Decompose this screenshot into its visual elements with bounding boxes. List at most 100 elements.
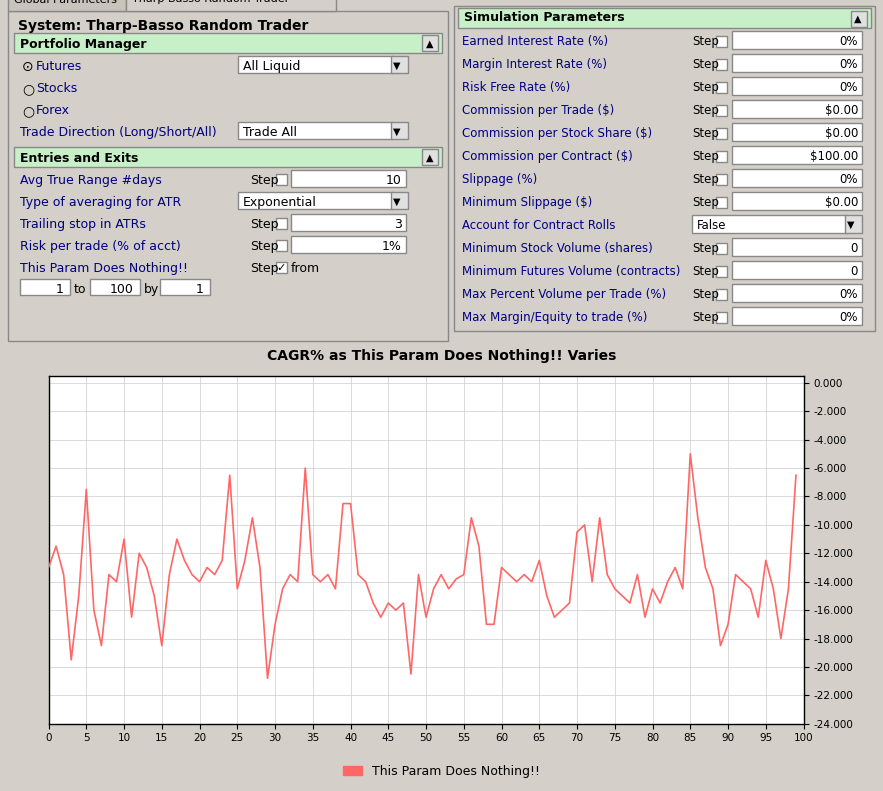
Bar — [716, 36, 727, 47]
Bar — [291, 214, 406, 231]
Text: ⊙: ⊙ — [22, 60, 34, 74]
Text: Avg True Range #days: Avg True Range #days — [20, 174, 162, 187]
Text: 0%: 0% — [840, 288, 858, 301]
Text: 0%: 0% — [840, 58, 858, 71]
Text: Step: Step — [692, 58, 719, 71]
Text: ○: ○ — [22, 104, 34, 118]
Bar — [458, 8, 871, 28]
Text: Step: Step — [250, 218, 278, 231]
Text: ○: ○ — [22, 82, 34, 96]
Text: Step: Step — [692, 311, 719, 324]
Bar — [732, 261, 862, 279]
Text: Step: Step — [692, 288, 719, 301]
Text: Tharp-Basso Random Trader: Tharp-Basso Random Trader — [132, 0, 290, 4]
Bar — [276, 218, 287, 229]
Bar — [391, 192, 408, 209]
Bar — [8, 0, 126, 11]
Text: This Param Does Nothing!!: This Param Does Nothing!! — [20, 262, 188, 275]
Bar — [14, 33, 442, 53]
Text: Account for Contract Rolls: Account for Contract Rolls — [462, 219, 615, 232]
Bar — [238, 56, 393, 73]
Text: Step: Step — [692, 265, 719, 278]
Bar — [716, 312, 727, 323]
Bar — [716, 82, 727, 93]
Text: 0%: 0% — [840, 81, 858, 94]
Text: CAGR% as This Param Does Nothing!! Varies: CAGR% as This Param Does Nothing!! Varie… — [267, 349, 616, 363]
Bar — [851, 11, 867, 27]
Bar — [391, 122, 408, 139]
Text: Futures: Futures — [36, 60, 82, 73]
Text: 1: 1 — [196, 283, 204, 296]
Bar — [845, 215, 862, 233]
Text: from: from — [291, 262, 321, 275]
Text: 0: 0 — [850, 242, 858, 255]
Bar — [716, 59, 727, 70]
Bar — [716, 243, 727, 254]
Text: Trade Direction (Long/Short/All): Trade Direction (Long/Short/All) — [20, 126, 216, 139]
Text: 3: 3 — [394, 218, 402, 231]
Bar — [716, 289, 727, 300]
Text: Max Margin/Equity to trade (%): Max Margin/Equity to trade (%) — [462, 311, 647, 324]
Text: 10: 10 — [386, 174, 402, 187]
Text: ▼: ▼ — [393, 197, 401, 207]
Text: Step: Step — [692, 173, 719, 186]
Bar — [291, 236, 406, 253]
Bar — [8, 11, 448, 341]
Bar — [732, 123, 862, 141]
Text: Step: Step — [692, 196, 719, 209]
Bar — [238, 122, 393, 139]
Bar — [291, 170, 406, 187]
Bar — [732, 307, 862, 325]
Text: Entries and Exits: Entries and Exits — [20, 152, 139, 165]
Bar — [276, 174, 287, 185]
Bar — [238, 192, 393, 209]
Text: $0.00: $0.00 — [825, 127, 858, 140]
Text: Forex: Forex — [36, 104, 70, 117]
Text: Step: Step — [692, 35, 719, 48]
Bar — [732, 146, 862, 164]
Bar — [14, 147, 442, 167]
Text: ▲: ▲ — [426, 39, 434, 49]
Text: 1%: 1% — [382, 240, 402, 253]
Text: ▼: ▼ — [393, 127, 401, 137]
Text: ▼: ▼ — [847, 220, 855, 230]
Bar — [732, 77, 862, 95]
Text: Step: Step — [692, 242, 719, 255]
Text: Type of averaging for ATR: Type of averaging for ATR — [20, 196, 181, 209]
Text: 0%: 0% — [840, 311, 858, 324]
Legend: This Param Does Nothing!!: This Param Does Nothing!! — [338, 760, 545, 783]
Text: Minimum Futures Volume (contracts): Minimum Futures Volume (contracts) — [462, 265, 681, 278]
Text: Minimum Stock Volume (shares): Minimum Stock Volume (shares) — [462, 242, 653, 255]
Bar — [391, 56, 408, 73]
Text: Risk Free Rate (%): Risk Free Rate (%) — [462, 81, 570, 94]
Text: $0.00: $0.00 — [825, 196, 858, 209]
Text: Step: Step — [250, 240, 278, 253]
Text: Commission per Stock Share ($): Commission per Stock Share ($) — [462, 127, 653, 140]
Bar — [160, 279, 210, 295]
Bar — [716, 266, 727, 277]
Text: ▼: ▼ — [393, 61, 401, 71]
Text: Margin Interest Rate (%): Margin Interest Rate (%) — [462, 58, 607, 71]
Bar — [276, 240, 287, 251]
Bar — [126, 0, 336, 11]
Text: Step: Step — [250, 174, 278, 187]
Text: Global Parameters: Global Parameters — [14, 0, 117, 5]
Text: System: Tharp-Basso Random Trader: System: Tharp-Basso Random Trader — [18, 19, 308, 33]
Bar — [716, 105, 727, 116]
Text: Slippage (%): Slippage (%) — [462, 173, 537, 186]
Bar — [454, 6, 875, 331]
Text: Step: Step — [692, 150, 719, 163]
Text: $100.00: $100.00 — [810, 150, 858, 163]
Text: Commission per Contract ($): Commission per Contract ($) — [462, 150, 633, 163]
Bar — [732, 31, 862, 49]
Text: 0%: 0% — [840, 35, 858, 48]
Bar — [276, 262, 287, 273]
Text: Max Percent Volume per Trade (%): Max Percent Volume per Trade (%) — [462, 288, 666, 301]
Bar — [692, 215, 847, 233]
Text: 100: 100 — [110, 283, 134, 296]
Bar — [732, 192, 862, 210]
Bar — [422, 35, 438, 51]
Text: Trailing stop in ATRs: Trailing stop in ATRs — [20, 218, 146, 231]
Text: Step: Step — [692, 104, 719, 117]
Text: Earned Interest Rate (%): Earned Interest Rate (%) — [462, 35, 608, 48]
